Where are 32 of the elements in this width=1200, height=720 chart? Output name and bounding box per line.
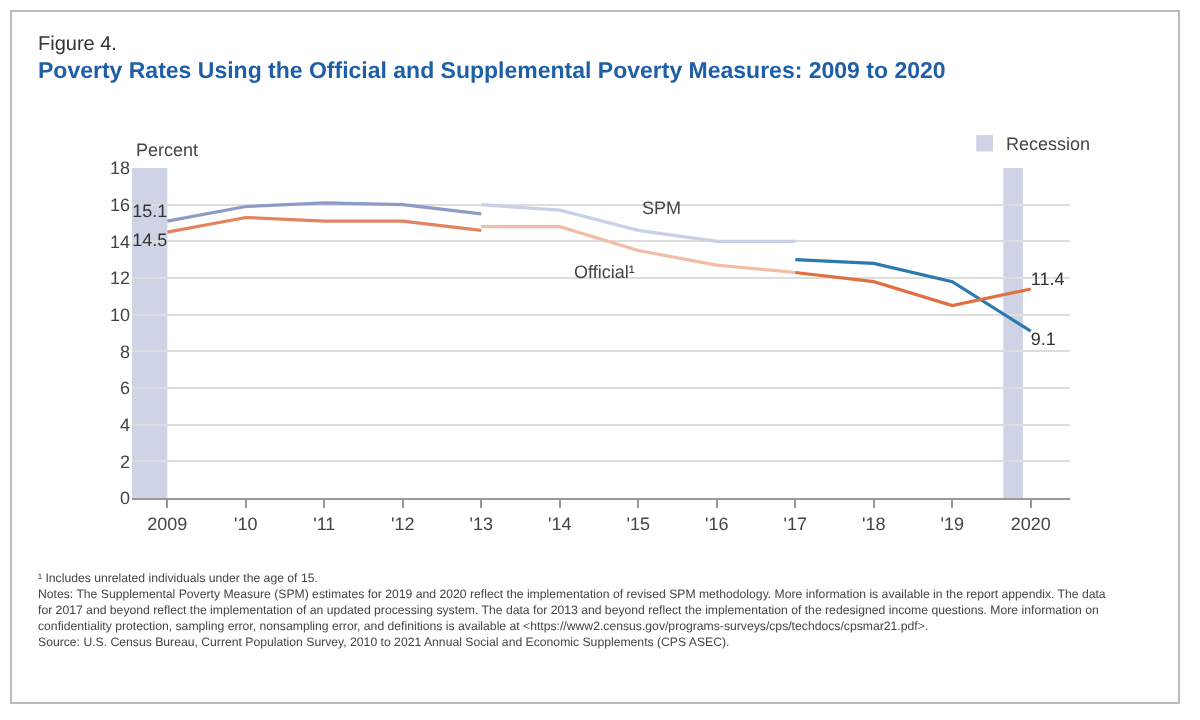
data-label: 15.1 bbox=[132, 200, 168, 221]
y-tick-label: 16 bbox=[109, 194, 130, 215]
y-tick-label: 4 bbox=[119, 414, 130, 435]
y-tick-label: 2 bbox=[119, 451, 130, 472]
y-axis-title: Percent bbox=[136, 140, 200, 160]
chart-title: Poverty Rates Using the Official and Supplemental Poverty Measures: 2009 to 2020 bbox=[38, 60, 946, 84]
x-tick-label: '15 bbox=[626, 513, 651, 534]
data-label: 9.1 bbox=[1030, 328, 1056, 349]
legend-label: Recession bbox=[1006, 134, 1091, 154]
x-tick-label: '16 bbox=[705, 513, 729, 534]
x-tick-label: '11 bbox=[313, 513, 336, 534]
x-tick-label: '17 bbox=[783, 513, 808, 534]
x-tick-label: '13 bbox=[469, 513, 494, 534]
series-label: SPM bbox=[642, 198, 682, 218]
y-tick-label: 6 bbox=[119, 378, 130, 399]
x-tick-label: '19 bbox=[940, 513, 964, 534]
x-tick-label: 2020 bbox=[1010, 513, 1051, 534]
y-tick-label: 0 bbox=[119, 488, 130, 509]
y-tick-label: 10 bbox=[109, 304, 130, 325]
y-tick-label: 8 bbox=[119, 341, 130, 362]
data-label: 14.5 bbox=[132, 229, 168, 250]
y-tick-label: 12 bbox=[109, 268, 130, 289]
data-label: 11.4 bbox=[1030, 268, 1065, 289]
x-tick-label: '14 bbox=[548, 513, 572, 534]
series-label: Official¹ bbox=[574, 262, 635, 282]
caption: Figure 4. bbox=[38, 34, 117, 56]
x-tick-label: '10 bbox=[234, 513, 258, 534]
y-tick-label: 14 bbox=[109, 231, 130, 252]
x-tick-label: '18 bbox=[862, 513, 886, 534]
y-tick-label: 18 bbox=[109, 158, 130, 179]
x-tick-label: '12 bbox=[391, 513, 415, 534]
x-tick-label: 2009 bbox=[147, 513, 188, 534]
